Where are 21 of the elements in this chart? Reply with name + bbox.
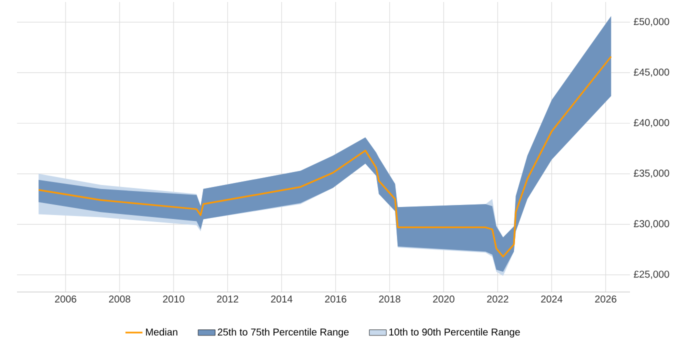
legend-label: 10th to 90th Percentile Range <box>389 328 520 338</box>
line-series <box>38 56 612 258</box>
y-tick-label: £45,000 <box>634 68 670 77</box>
legend-label: Median <box>146 328 178 336</box>
legend-label: 25th to 75th Percentile Range <box>218 328 349 338</box>
x-tick-label: 2010 <box>163 296 184 303</box>
y-tick-label: £35,000 <box>634 170 670 178</box>
x-tick-label: 2016 <box>325 296 346 303</box>
y-tick-label: £30,000 <box>634 220 670 228</box>
x-tick-label: 2012 <box>217 296 238 303</box>
y-tick-label: £25,000 <box>634 270 670 279</box>
x-tick-label: 2014 <box>271 296 292 303</box>
x-tick-label: 2008 <box>109 296 130 303</box>
x-tick-label: 2022 <box>487 296 508 303</box>
y-tick-label: £40,000 <box>634 119 670 128</box>
x-tick-label: 2018 <box>379 296 400 303</box>
x-tick-label: 2024 <box>541 296 562 303</box>
x-tick-label: 2020 <box>433 296 454 303</box>
x-tick-label: 2026 <box>595 296 616 303</box>
y-tick-label: £50,000 <box>634 18 670 26</box>
x-tick-label: 2006 <box>55 296 76 303</box>
